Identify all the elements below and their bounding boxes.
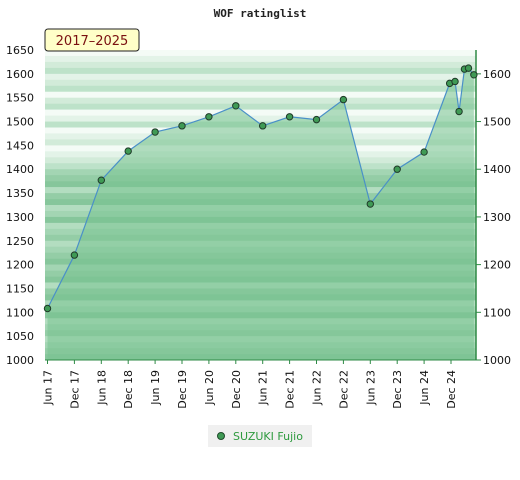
x-tick-label: Jun 18 xyxy=(95,370,108,406)
background-band xyxy=(45,115,476,122)
data-point[interactable] xyxy=(259,122,267,130)
right-tick-label: 1600 xyxy=(483,68,511,81)
data-point[interactable] xyxy=(43,304,52,313)
data-point[interactable] xyxy=(178,122,186,130)
x-tick-label: Jun 24 xyxy=(418,370,431,406)
data-points xyxy=(43,64,478,313)
left-tick-label: 1300 xyxy=(6,211,34,224)
left-tick-label: 1050 xyxy=(6,330,34,343)
background-band xyxy=(45,61,476,69)
right-tick-label: 1100 xyxy=(483,306,511,319)
left-tick-label: 1150 xyxy=(6,282,34,295)
x-tick-label: Jun 17 xyxy=(42,370,55,406)
x-axis-ticks: Jun 17 Dec 17 Jun 18 Dec 18 Jun 19 Dec 19 Jun … xyxy=(42,360,458,409)
data-point[interactable] xyxy=(366,200,374,208)
x-tick-label: Dec 24 xyxy=(445,370,458,409)
chart-title: WOF ratinglist xyxy=(214,7,307,20)
x-tick-label: Dec 23 xyxy=(391,370,404,409)
left-tick-label: 1250 xyxy=(6,235,34,248)
right-tick-label: 1400 xyxy=(483,163,511,176)
background-band xyxy=(45,79,476,87)
background-band xyxy=(45,91,476,98)
x-tick-label: Dec 17 xyxy=(68,370,81,409)
period-badge-label: 2017–2025 xyxy=(56,34,129,49)
background-band xyxy=(45,73,476,81)
x-tick-label: Dec 19 xyxy=(176,370,189,409)
right-axis-ticks: 1000 1100 1200 1300 1400 1500 1600 xyxy=(476,68,511,367)
x-tick-label: Jun 21 xyxy=(257,370,270,406)
x-tick-label: Dec 20 xyxy=(230,370,243,409)
data-point[interactable] xyxy=(151,128,159,136)
left-axis-ticks: 1000 1050 1100 1150 1200 1250 1300 1350 1400 1450… xyxy=(6,44,34,367)
left-tick-label: 1500 xyxy=(6,116,34,129)
left-tick-label: 1650 xyxy=(6,44,34,57)
left-tick-label: 1450 xyxy=(6,139,34,152)
background-band xyxy=(45,55,476,63)
legend[interactable]: SUZUKI Fujio xyxy=(208,425,312,447)
background-band xyxy=(45,85,476,93)
data-point[interactable] xyxy=(312,115,321,124)
left-tick-label: 1200 xyxy=(6,259,34,272)
x-tick-label: Dec 21 xyxy=(284,370,297,409)
data-point[interactable] xyxy=(70,251,79,259)
x-tick-label: Jun 22 xyxy=(311,370,324,406)
x-tick-label: Jun 20 xyxy=(203,370,216,406)
data-point[interactable] xyxy=(455,107,463,116)
left-tick-label: 1600 xyxy=(6,68,34,81)
left-tick-label: 1100 xyxy=(6,306,34,319)
data-point[interactable] xyxy=(232,102,240,110)
data-point[interactable] xyxy=(393,165,401,173)
left-tick-label: 1400 xyxy=(6,163,34,176)
data-point[interactable] xyxy=(339,95,348,104)
x-tick-label: Jun 23 xyxy=(364,370,377,406)
right-tick-label: 1000 xyxy=(483,354,511,367)
axes xyxy=(45,50,477,361)
legend-marker xyxy=(217,432,225,440)
data-point[interactable] xyxy=(464,64,473,72)
right-tick-label: 1200 xyxy=(483,259,511,272)
background-band xyxy=(45,67,476,75)
left-tick-label: 1000 xyxy=(6,354,34,367)
data-point[interactable] xyxy=(451,77,459,86)
period-badge: 2017–2025 xyxy=(44,28,140,52)
background-band xyxy=(45,97,476,104)
data-point[interactable] xyxy=(420,148,428,156)
legend-box xyxy=(208,425,312,447)
background-band xyxy=(45,109,476,116)
data-point[interactable] xyxy=(124,147,132,155)
x-tick-label: Dec 18 xyxy=(122,370,135,409)
right-tick-label: 1500 xyxy=(483,116,511,129)
left-tick-label: 1550 xyxy=(6,92,34,105)
legend-label: SUZUKI Fujio xyxy=(233,430,303,443)
x-tick-label: Jun 19 xyxy=(149,370,162,406)
data-point[interactable] xyxy=(205,113,213,121)
left-tick-label: 1350 xyxy=(6,187,34,200)
data-point[interactable] xyxy=(285,113,294,121)
right-tick-label: 1300 xyxy=(483,211,511,224)
data-point[interactable] xyxy=(470,71,478,79)
x-tick-label: Dec 22 xyxy=(337,370,350,409)
period-badge-box xyxy=(44,28,140,52)
data-point[interactable] xyxy=(97,176,106,184)
rating-area-fill xyxy=(47,68,474,360)
background-band xyxy=(45,50,476,57)
background-band xyxy=(45,103,476,110)
